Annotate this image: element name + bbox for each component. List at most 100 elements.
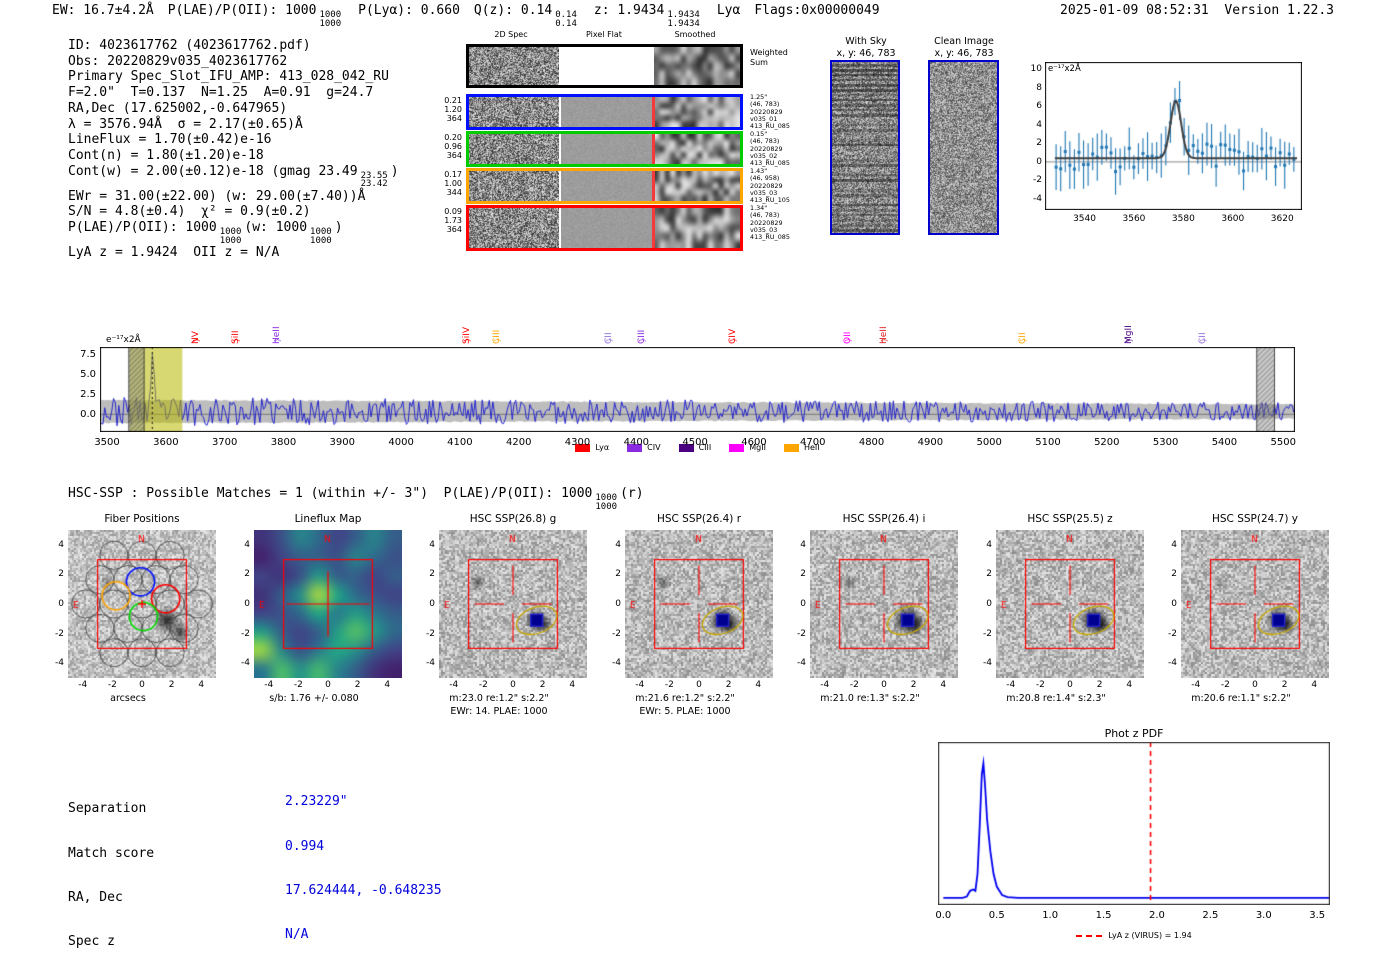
cutout-ytick: 0	[58, 599, 64, 609]
zoomspec-ytick: 10	[1030, 64, 1042, 75]
line-marker-bracket: {	[1199, 337, 1208, 343]
hsc-plae-frac: 1000 1000	[595, 493, 618, 512]
spec2d-row4-smoothed-image	[654, 208, 740, 248]
cutout-xlabel: arcsecs	[110, 693, 146, 704]
cutout-ytick: 4	[1171, 539, 1177, 550]
fullspec-xtick: 4500	[682, 437, 708, 448]
zoomspec-xtick: 3560	[1122, 214, 1146, 224]
zoomspec-xtick: 3620	[1270, 214, 1294, 224]
line-marker-bracket: {	[232, 337, 241, 343]
zoomspec-xtick: 3540	[1073, 214, 1096, 224]
cutout-ytick: -2	[241, 628, 250, 639]
cutout-xtick: -4	[449, 680, 459, 690]
spec2d-row4-left-label: 0.09 1.73 364	[444, 207, 462, 234]
zoomspec-ytick: -2	[1033, 175, 1042, 186]
info-primary-spec: Primary Spec_Slot_IFU_AMP: 413_028_042_R…	[68, 69, 389, 85]
cutout-ytick: 2	[58, 569, 64, 580]
cutout-xtick: 0	[1252, 680, 1258, 690]
info-id: ID: 4023617762 (4023617762.pdf)	[68, 38, 311, 53]
spec2d-row1-smoothed-image	[654, 97, 740, 127]
spec2d-row1-2dspec-image	[469, 97, 559, 127]
cutout-xtick: 2	[354, 680, 361, 690]
hsc-matches-line: HSC-SSP : Possible Matches = 1 (within +…	[68, 486, 644, 512]
cutout-xtick: 4	[755, 680, 762, 690]
cutout-title: Fiber Positions	[104, 513, 180, 525]
cutout-xtick: -4	[635, 680, 645, 690]
spec2d-col-header-2dspec: 2D Spec	[494, 30, 528, 39]
cutout-hsc-i: HSC SSP(26.4) i m:21.0 re:1.3" s:2.2" -4…	[782, 512, 958, 724]
legend-item-heii: HeII	[783, 443, 820, 452]
cutout-xtick: -2	[1035, 680, 1045, 690]
fullspec-xtick: 5400	[1211, 437, 1238, 448]
cutout-ytick: -2	[1168, 628, 1177, 639]
legend-label: CIV	[647, 443, 661, 452]
legend-label: CIII	[698, 443, 712, 452]
cutout-ytick: 0	[1171, 599, 1177, 609]
fullspec-xtick: 3800	[270, 437, 297, 448]
photz-xtick: 0.5	[988, 910, 1005, 921]
header-stats-line: EW: 16.7±4.2Å P(LAE)/P(OII): 1000 1000 100…	[52, 3, 880, 28]
plae-poii-stat: P(LAE)/P(OII): 1000 1000 1000	[167, 3, 342, 29]
line-marker-bracket: {	[1125, 337, 1134, 343]
cutout-xtick: 2	[168, 680, 175, 690]
cutout-xtick: 4	[384, 680, 391, 690]
fullspec-xtick: 5300	[1152, 437, 1179, 448]
cutout-xtick: 4	[940, 680, 947, 690]
info-lambda-sigma: λ = 3576.94Å σ = 2.17(±0.65)Å	[68, 116, 303, 132]
legend-label: Lyα	[595, 443, 610, 452]
match-table-values: 2.23229" 0.994 17.624444, -0.648235 N/A …	[285, 794, 442, 942]
spec2d-row2-right-label: 0.15" (46, 783) 20220829 v035_02 413_RU_085	[750, 130, 790, 168]
plae-frac: 1000 1000	[319, 10, 342, 29]
spec2d-col-header-pixelflat: Pixel Flat	[586, 30, 622, 39]
hsc-r-image	[625, 530, 773, 678]
spec2d-row2-smoothed-image	[654, 134, 740, 164]
cutout-title: HSC SSP(24.7) y	[1211, 513, 1298, 525]
hsc-z-image	[996, 530, 1144, 678]
cutout-xtick: -4	[78, 680, 88, 690]
cutout-ytick: -2	[797, 628, 806, 639]
line-marker-bracket: {	[605, 337, 614, 343]
fullspec-xtick: 4100	[447, 437, 473, 448]
cutout-ytick: -4	[797, 658, 806, 669]
gmag-frac: 23.55 23.42	[360, 170, 388, 190]
flux-units-annotation: e⁻¹⁷x2Å	[106, 335, 141, 345]
cutout-ytick: 2	[615, 569, 621, 580]
cutout-hsc-r: HSC SSP(26.4) r m:21.6 re:1.2" s:2.2" EW…	[597, 512, 773, 724]
info-sn-chi2: S/N = 4.8(±0.4) χ² = 0.9(±0.2)	[68, 204, 311, 220]
info-lineflux: LineFlux = 1.70(±0.42)e-16	[68, 132, 272, 148]
fiber-center-line	[652, 208, 655, 248]
header-timestamp: 2025-01-09 08:52:31 Version 1.22.3	[1060, 3, 1334, 18]
cutout-title: HSC SSP(26.4) r	[656, 513, 742, 525]
cutout-xtick: -2	[849, 680, 859, 690]
cutout-ytick: 0	[986, 599, 992, 609]
flux-units-annotation: e⁻¹⁷x2Å	[1048, 64, 1081, 74]
cutout-xlabel: m:20.8 re:1.4" s:2.3"	[1006, 693, 1106, 704]
line-marker-bracket: {	[879, 337, 888, 343]
spec2d-weighted-2dspec-image	[469, 47, 559, 85]
cutout-xtick: -2	[478, 680, 488, 690]
cutout-xtick: -2	[107, 680, 117, 690]
fullspec-xtick: 5000	[976, 437, 1002, 448]
cutout-xtick: -2	[293, 680, 303, 690]
legend-swatch	[783, 443, 799, 452]
cutout-ytick: -2	[426, 628, 435, 639]
line-fit-zoom-plot: e⁻¹⁷x2Å 10 8 6 4 2 0 -2 -4 3540 3560 3580 3600 3620	[1000, 40, 1400, 240]
cutout-xtick: 0	[510, 680, 516, 690]
z-stat: z: 1.9434 1.9434 1.9434	[593, 3, 700, 29]
spec2d-row3-left-label: 0.17 1.00 344	[444, 170, 462, 197]
with-sky-image	[830, 60, 900, 235]
fullspec-xtick: 3700	[211, 437, 238, 448]
legend-item-lyα: Lyα	[575, 443, 609, 452]
info-radec: RA,Dec (17.625002,-0.647965)	[68, 100, 288, 116]
legend-swatch	[575, 443, 591, 452]
fullspec-xtick: 3900	[329, 437, 355, 448]
photz-xtick: 1.0	[1042, 910, 1059, 921]
fullspec-ytick: 5.0	[80, 368, 96, 380]
fullspec-xtick: 3500	[94, 437, 120, 448]
cutout-xtick: -2	[1220, 680, 1230, 690]
spec2d-weighted-label: Weighted Sum	[750, 48, 788, 67]
cutout-xlabel: m:23.0 re:1.2" s:2.2"	[449, 693, 549, 704]
cutout-xtick: 0	[325, 680, 331, 690]
line-marker-bracket: {	[729, 337, 738, 343]
cutout-xtick: 4	[1311, 680, 1318, 690]
